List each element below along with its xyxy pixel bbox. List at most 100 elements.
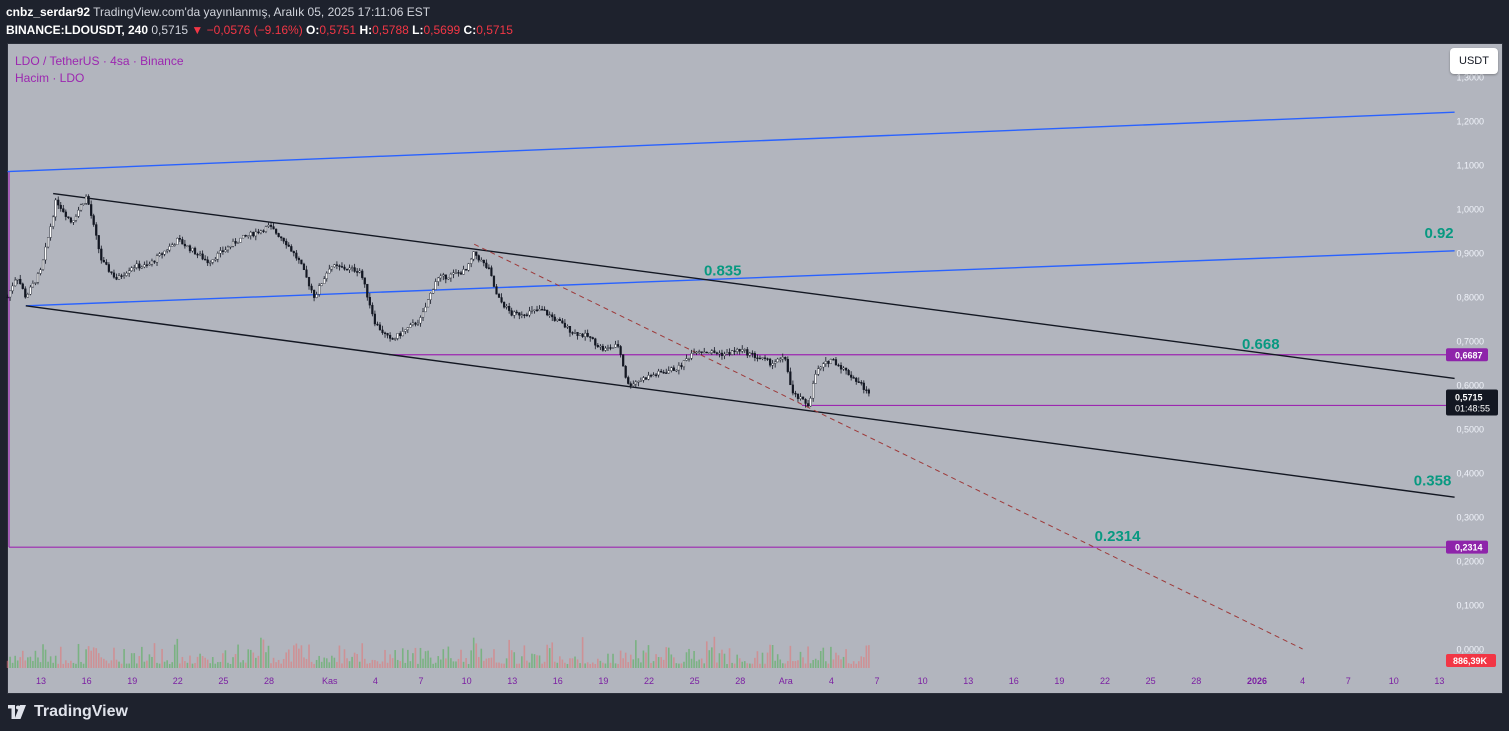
candle-body [100, 248, 103, 261]
candle-body [784, 356, 787, 360]
tradingview-logo-icon [8, 705, 26, 719]
volume-bar [564, 662, 566, 668]
candle-body [424, 306, 427, 313]
candle-body [411, 322, 414, 325]
volume-bar [457, 658, 460, 668]
volume-bar [75, 663, 77, 668]
legend-volume[interactable]: Hacim · LDO [15, 71, 85, 85]
candle-body [728, 351, 731, 355]
candle-body [36, 273, 40, 283]
candle-body [480, 259, 483, 262]
candle-body [64, 211, 67, 217]
volume-bar [817, 660, 820, 668]
author-name: cnbz_serdar92 [6, 5, 91, 19]
volume-bar [761, 652, 764, 668]
volume-bar [842, 656, 845, 668]
candle-body [252, 231, 255, 237]
y-axis-tick-label: 0,9000 [1456, 249, 1484, 259]
price-annotation-label: 0.92 [1424, 225, 1453, 242]
candle-body [343, 266, 346, 270]
chart-area[interactable] [7, 43, 1503, 694]
volume-bar [386, 662, 389, 668]
candle-body [148, 263, 151, 266]
volume-bar [637, 658, 640, 668]
candle-body [216, 253, 219, 260]
x-axis-tick-label: 25 [1146, 676, 1156, 686]
volume-bar [460, 649, 462, 668]
candle-body [394, 338, 397, 340]
currency-button[interactable]: USDT [1450, 48, 1498, 74]
candle-body [24, 288, 27, 298]
volume-bar [39, 662, 42, 668]
volume-bar [607, 653, 609, 668]
x-axis-tick-label: 10 [918, 676, 928, 686]
candle-body [8, 290, 12, 298]
x-axis-tick-label: 7 [874, 676, 879, 686]
volume-bar [510, 650, 513, 668]
volume-bar [787, 661, 789, 668]
volume-bar [14, 655, 16, 668]
candle-body [310, 285, 313, 291]
volume-bar [336, 661, 338, 668]
volume-bar [756, 651, 759, 668]
candle-body [566, 326, 569, 328]
x-axis-tick-label: 13 [963, 676, 973, 686]
candle-body [280, 236, 283, 239]
footer-brand[interactable]: TradingView [6, 703, 128, 721]
x-axis-tick-label: 4 [1300, 676, 1305, 686]
candle-body [497, 293, 501, 298]
volume-bar [115, 659, 118, 668]
volume-bar [49, 656, 52, 668]
candle-body [518, 312, 521, 316]
candle-body [244, 234, 247, 237]
volume-bar [143, 661, 146, 668]
candle-body [150, 260, 154, 265]
volume-bar [797, 660, 799, 668]
candle-body [680, 365, 683, 368]
candle-body [675, 369, 678, 372]
candle-body [434, 281, 437, 290]
candle-body [852, 377, 855, 379]
volume-bar [736, 654, 738, 668]
volume-bar [103, 658, 105, 668]
volume-bar [34, 650, 37, 668]
chart-svg[interactable]: 0,0000 0,1000 0,2000 0,3000 0,4000 0,5000 0,60… [0, 0, 1509, 700]
candle-body [406, 327, 409, 331]
volume-bar [87, 646, 90, 668]
candle-body [229, 246, 232, 248]
candle-body [399, 333, 402, 337]
volume-bar [553, 661, 556, 668]
volume-bar [257, 655, 260, 668]
volume-bar [201, 656, 204, 668]
legend-title[interactable]: LDO / TetherUS · 4sa · Binance [15, 54, 184, 68]
volume-bar [262, 639, 265, 668]
volume-bar [265, 652, 267, 668]
volume-bar [57, 663, 60, 668]
volume-bar [434, 662, 437, 668]
candle-body [571, 332, 574, 334]
candle-body [720, 352, 724, 356]
volume-bar [156, 662, 158, 668]
candle-body [432, 289, 435, 294]
candle-body [378, 324, 382, 331]
volume-bar [196, 656, 199, 668]
volume-bar [249, 649, 252, 668]
candle-body [254, 231, 257, 237]
volume-bar [566, 663, 569, 668]
volume-bar [685, 652, 688, 668]
candle-body [300, 259, 303, 265]
volume-bar [366, 663, 369, 668]
candle-body [318, 285, 321, 295]
candle-body [844, 367, 848, 371]
volume-bar [100, 657, 103, 668]
candle-body [822, 363, 825, 368]
candle-body [758, 357, 762, 360]
volume-bar [445, 658, 447, 668]
volume-bar [280, 663, 282, 668]
volume-bar [173, 644, 176, 668]
candle-body [601, 345, 604, 351]
candle-body [586, 332, 589, 337]
candle-body [718, 352, 721, 355]
candle-body [211, 259, 214, 263]
volume-bar [374, 660, 376, 668]
